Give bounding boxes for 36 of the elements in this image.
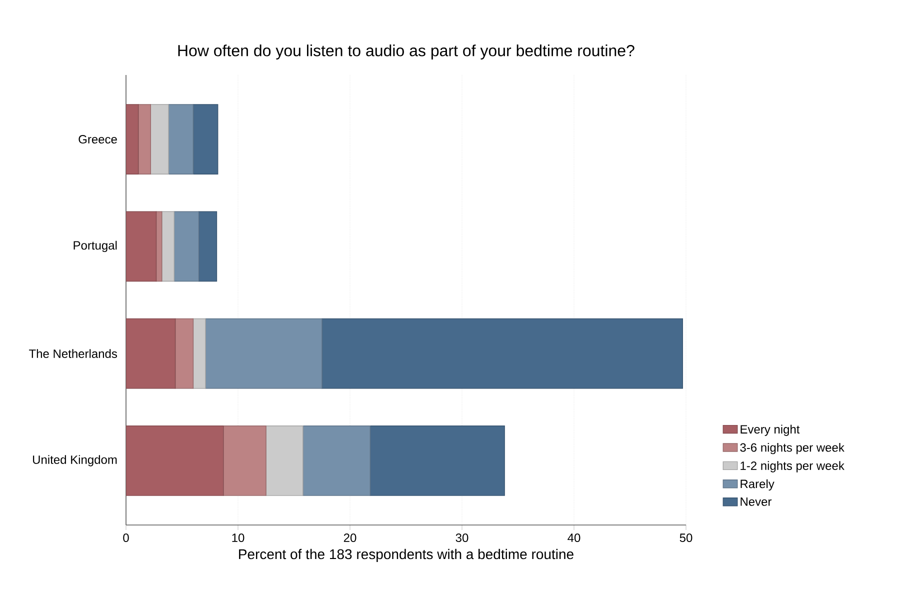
bar <box>174 318 194 389</box>
bar <box>198 211 218 282</box>
chart-title: How often do you listen to audio as part of your bedtime routine? <box>178 44 634 60</box>
x-tick-label: 50 <box>680 534 692 542</box>
legend-label: Rarely <box>740 479 774 491</box>
x-tick-label: 20 <box>344 534 356 542</box>
bar <box>126 426 224 496</box>
bar <box>126 104 138 174</box>
y-tick-label: The Netherlands <box>29 349 118 358</box>
bar <box>370 426 505 496</box>
bar <box>168 104 194 174</box>
y-tick-label: United Kingdom <box>33 455 117 466</box>
bar <box>192 104 218 174</box>
bar <box>266 426 304 496</box>
bar <box>223 426 266 496</box>
bar <box>192 318 206 389</box>
bar <box>126 211 157 282</box>
bar <box>126 318 176 389</box>
bar <box>205 318 322 389</box>
legend-label: 1-2 nights per week <box>740 461 844 472</box>
legend-label: 3-6 nights per week <box>740 442 844 454</box>
bar <box>161 211 175 282</box>
y-tick-label: Portugal <box>74 240 117 252</box>
x-tick-label: 0 <box>123 534 129 542</box>
bar <box>150 104 169 174</box>
x-tick-label: 40 <box>568 534 580 542</box>
x-axis-title: Percent of the 183 respondents with a bedtime routine <box>239 548 574 562</box>
legend-label: Every night <box>740 424 800 436</box>
bar <box>322 318 683 389</box>
legend-label: Never <box>740 498 772 506</box>
bar <box>138 104 151 174</box>
y-tick-label: Greece <box>78 135 117 144</box>
bar <box>174 211 200 282</box>
x-tick-label: 30 <box>456 534 468 542</box>
x-tick-label: 10 <box>232 534 244 542</box>
bar <box>302 426 371 496</box>
